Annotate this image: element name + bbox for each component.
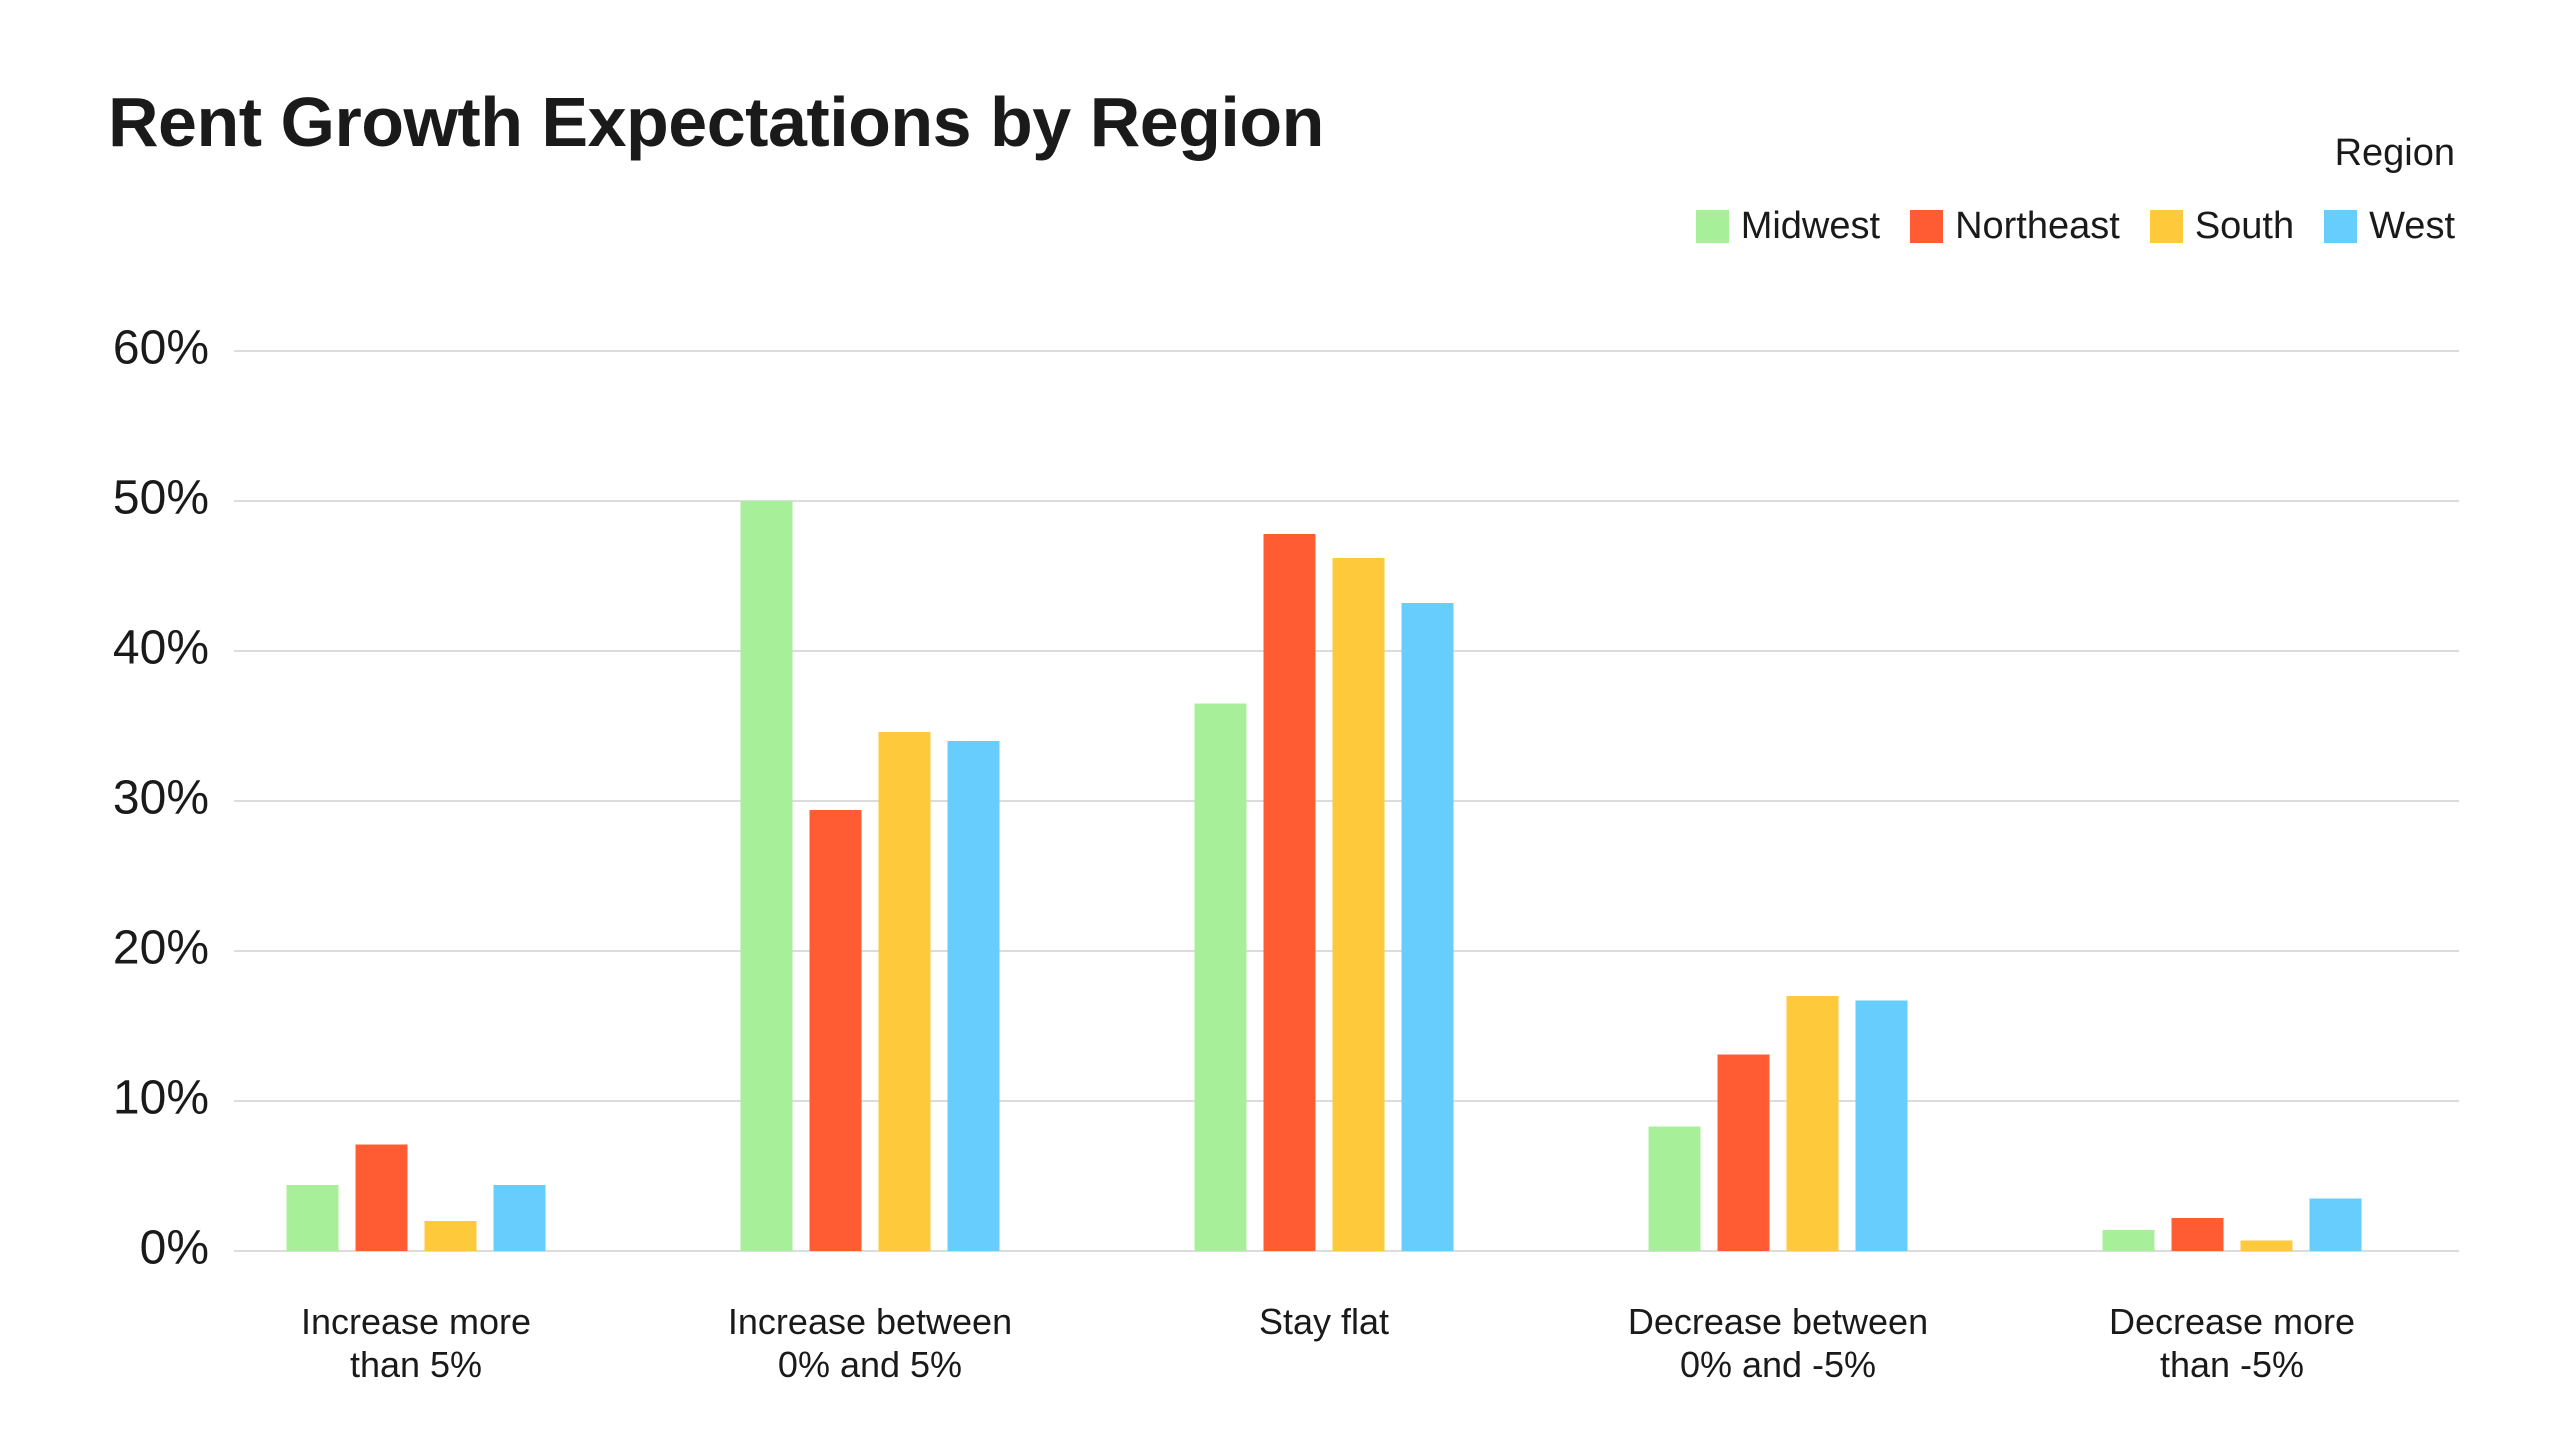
bar [286,1185,339,1251]
bar [1194,703,1247,1251]
bar [740,501,793,1251]
legend-swatch [2324,210,2358,243]
bar [1648,1126,1701,1251]
bar [424,1221,477,1251]
legend-swatch [1695,210,1729,243]
legend-swatch [1910,210,1944,243]
bar [1717,1054,1770,1251]
x-tick-label: Decrease more than -5% [2108,1301,2356,1385]
bar [2171,1218,2224,1251]
y-tick-label: 20% [113,922,209,975]
y-tick-label: 10% [113,1072,209,1125]
legend-item: West [2324,205,2455,248]
bar [1263,534,1316,1251]
legend-title: Region [2334,132,2455,174]
legend-item: South [2149,205,2295,248]
bar [493,1185,546,1251]
legend-item: Midwest [1695,205,1881,248]
bar [1332,558,1385,1251]
legend-label: West [2369,205,2455,247]
bar [878,732,931,1251]
legend-item: Northeast [1910,205,2120,248]
legend: Midwest Northeast South West [1695,205,2455,248]
y-tick-label: 0% [140,1222,209,1275]
x-tick-label: Decrease between 0% and -5% [1627,1301,1929,1385]
bar [355,1144,408,1251]
bar [2309,1198,2362,1251]
bar [1855,1000,1908,1251]
legend-label: Northeast [1955,205,2120,247]
legend-label: South [2194,205,2295,247]
x-tick-label: Stay flat [1258,1301,1390,1342]
bar [809,810,862,1251]
y-tick-label: 40% [113,622,209,675]
bar [1401,603,1454,1251]
chart-title: Rent Growth Expectations by Region [108,83,1324,161]
y-tick-label: 50% [113,472,209,525]
y-tick-label: 30% [113,772,209,825]
bar [2240,1240,2293,1251]
bar [2102,1230,2155,1251]
bar [947,741,1000,1251]
x-tick-label: Increase between 0% and 5% [727,1301,1013,1385]
y-tick-label: 60% [113,322,209,375]
bar [1786,996,1839,1251]
x-tick-label: Increase more than 5% [300,1301,532,1385]
legend-swatch [2149,210,2183,243]
legend-label: Midwest [1740,205,1881,247]
